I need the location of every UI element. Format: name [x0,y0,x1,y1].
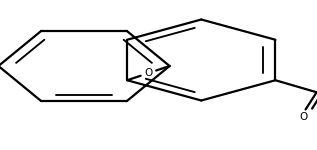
Text: O: O [144,68,152,78]
Text: O: O [300,112,308,122]
